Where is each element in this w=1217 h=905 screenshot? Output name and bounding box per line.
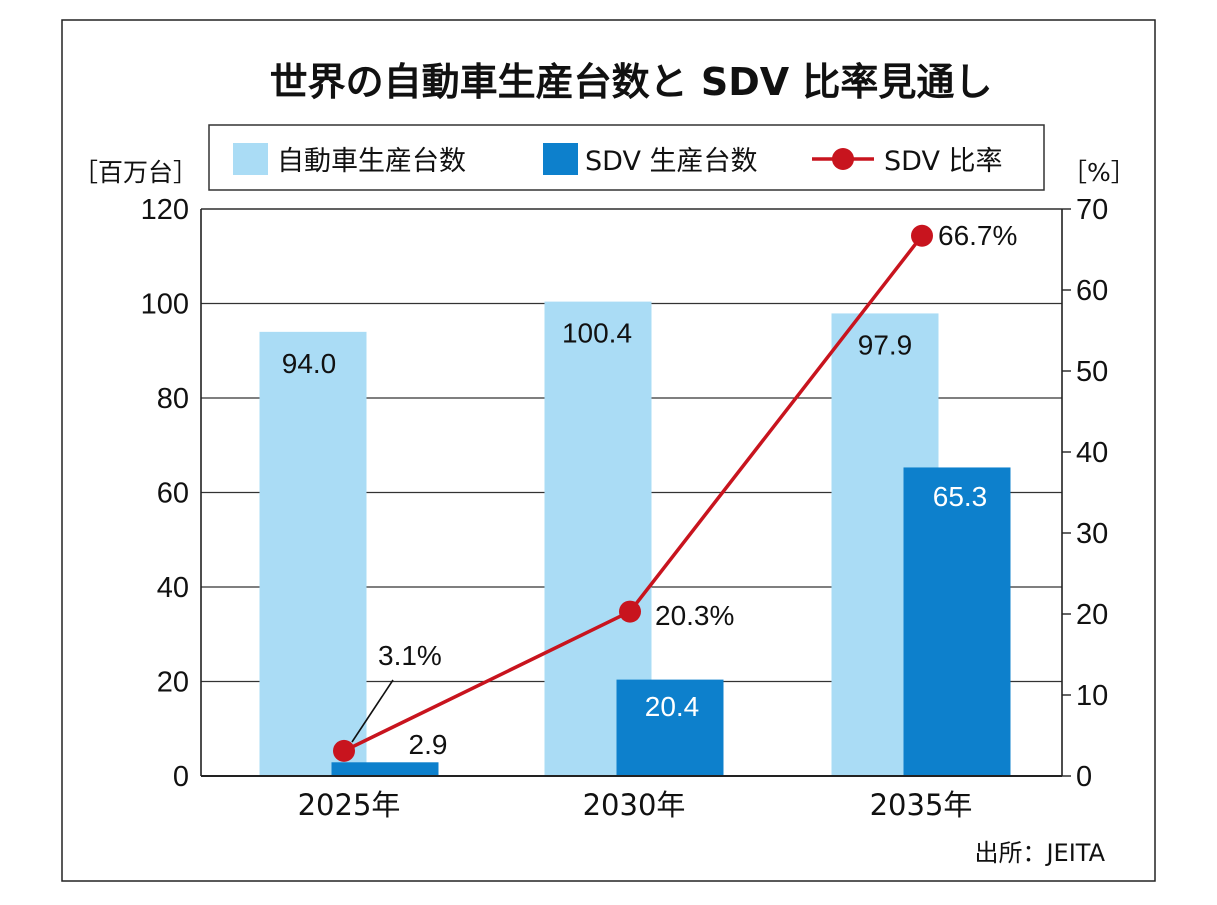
- category-label: 2035年: [870, 788, 973, 822]
- sdv-ratio-point: [619, 600, 641, 623]
- data-label-sdv-ratio: 66.7%: [938, 220, 1017, 251]
- data-label-sdv-ratio: 3.1%: [378, 640, 442, 671]
- sdv-ratio-point: [911, 224, 933, 247]
- data-labels: 94.0 100.4 97.9 2.9 20.4 65.3 3.1% 20.3% 66.7%: [282, 220, 1018, 760]
- data-label-production: 94.0: [282, 348, 337, 379]
- bar-sdv-production: [616, 679, 724, 776]
- left-tick-label: 120: [141, 194, 189, 226]
- data-label-sdv-production: 20.4: [645, 691, 700, 722]
- left-tick-label: 20: [157, 667, 189, 699]
- bar-production: [259, 331, 367, 776]
- data-label-sdv-ratio: 20.3%: [655, 600, 734, 631]
- right-tick-label: 20: [1076, 599, 1108, 631]
- chart-frame: [61, 19, 1156, 882]
- right-tick-label: 60: [1076, 275, 1108, 307]
- left-tick-label: 80: [157, 383, 189, 415]
- legend-swatch-production: [233, 143, 268, 175]
- left-tick-label: 0: [173, 761, 189, 793]
- data-label-production: 97.9: [858, 329, 913, 360]
- chart-title: 世界の自動車生産台数と SDV 比率見通し: [270, 60, 993, 104]
- data-label-sdv-production: 2.9: [409, 729, 448, 760]
- category-label: 2025年: [298, 788, 401, 822]
- sdv-ratio-line: [333, 224, 933, 762]
- right-tick-label: 30: [1076, 518, 1108, 550]
- legend-label-sdv-ratio: SDV 比率: [884, 146, 1003, 177]
- right-tick-label: 0: [1076, 761, 1092, 793]
- bar-sdv-production: [331, 762, 439, 776]
- sdv-ratio-point: [333, 739, 355, 762]
- bars: [259, 301, 1011, 776]
- right-tick-label: 70: [1076, 194, 1108, 226]
- left-tick-label: 40: [157, 572, 189, 604]
- data-label-production: 100.4: [562, 318, 632, 349]
- right-tick-label: 40: [1076, 437, 1108, 469]
- right-tick-label: 10: [1076, 680, 1108, 712]
- source-note: 出所：JEITA: [974, 839, 1105, 867]
- category-label: 2030年: [583, 788, 686, 822]
- bar-sdv-production: [903, 467, 1011, 776]
- right-axis-unit: ［%］: [1062, 158, 1136, 187]
- legend: 自動車生産台数 SDV 生産台数 SDV 比率: [208, 124, 1045, 191]
- legend-label-sdv-production: SDV 生産台数: [585, 146, 758, 177]
- legend-label-production: 自動車生産台数: [277, 146, 466, 177]
- legend-swatch-sdv-production: [543, 143, 578, 175]
- left-tick-label: 100: [141, 289, 189, 321]
- left-axis-unit: ［百万台］: [73, 158, 198, 187]
- axes: 2025年 2030年 2035年 0 20 40 60 80 100 120 0 10 20 30 40 5…: [141, 194, 1109, 822]
- leader-line: [351, 679, 394, 743]
- legend-marker-sdv-ratio: [832, 148, 854, 170]
- legend-box: [208, 124, 1045, 191]
- data-label-sdv-production: 65.3: [933, 481, 988, 512]
- right-tick-label: 50: [1076, 356, 1108, 388]
- left-tick-label: 60: [157, 478, 189, 510]
